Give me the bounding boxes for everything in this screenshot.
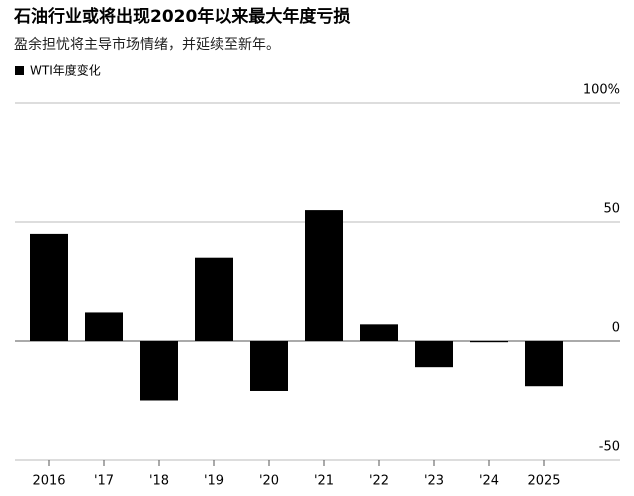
- bar: [470, 341, 508, 343]
- x-tick-label: '17: [94, 474, 114, 489]
- y-tick-label: 50: [603, 202, 620, 217]
- bar: [360, 324, 398, 341]
- chart-title: 石油行业或将出现2020年以来最大年度亏损: [13, 6, 350, 27]
- x-tick-label: '18: [149, 474, 169, 489]
- bar: [30, 233, 68, 341]
- bar: [140, 341, 178, 401]
- x-tick-label: 2025: [527, 474, 560, 489]
- y-tick-label: -50: [599, 440, 620, 455]
- x-tick-label: '19: [204, 474, 224, 489]
- x-tick-label: '22: [369, 474, 389, 489]
- y-tick-label: 0: [612, 321, 620, 336]
- x-tick-label: 2016: [32, 474, 65, 489]
- bar: [415, 341, 453, 368]
- bar: [525, 341, 563, 387]
- x-tick-label: '24: [479, 474, 499, 489]
- x-tick-label: '20: [259, 474, 279, 489]
- bar: [85, 312, 123, 341]
- legend-label: WTI年度变化: [30, 63, 101, 78]
- chart-subtitle: 盈余担忧将主导市场情绪，并延续至新年。: [14, 36, 280, 53]
- y-tick-label: 100%: [583, 83, 620, 98]
- legend-swatch: [15, 66, 24, 75]
- bar: [305, 210, 343, 341]
- x-tick-label: '23: [424, 474, 444, 489]
- bar: [195, 257, 233, 341]
- bar: [250, 341, 288, 391]
- x-tick-label: '21: [314, 474, 334, 489]
